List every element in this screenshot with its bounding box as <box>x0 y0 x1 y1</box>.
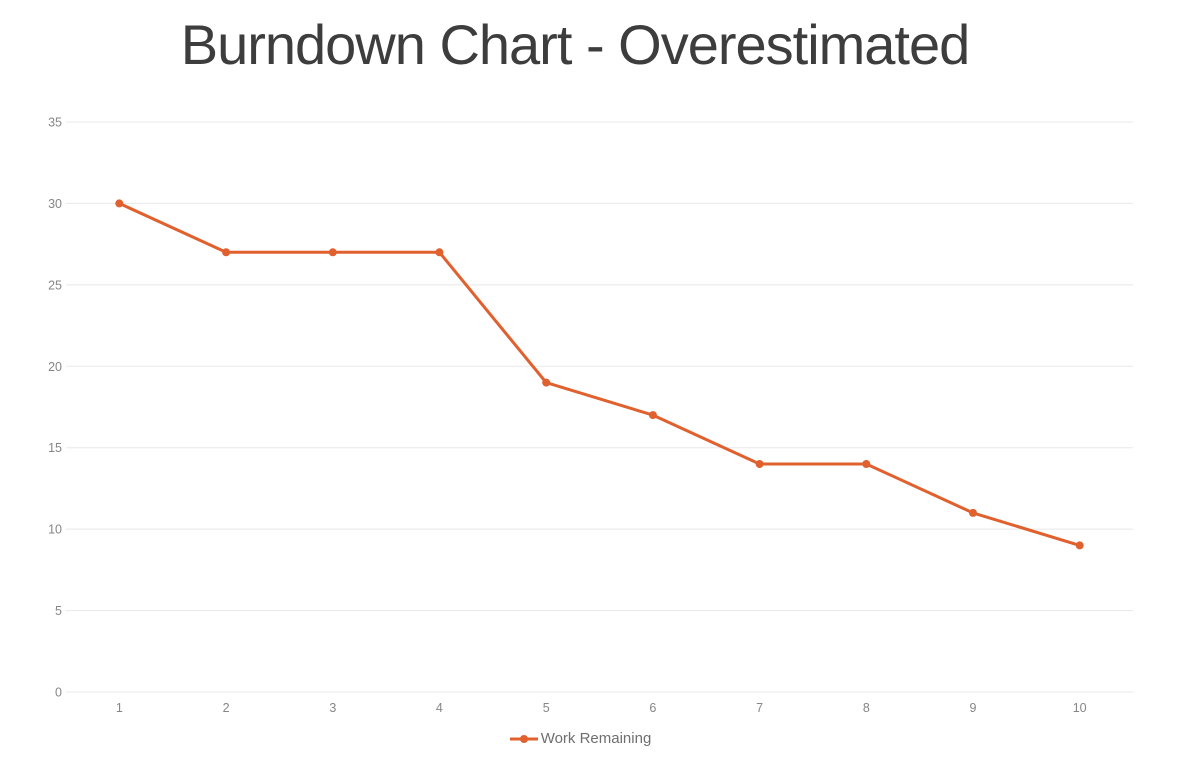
y-tick-label: 0 <box>55 686 62 700</box>
x-tick-label: 9 <box>970 701 977 715</box>
x-tick-label: 3 <box>329 701 336 715</box>
y-tick-label: 20 <box>48 360 62 374</box>
y-tick-label: 10 <box>48 523 62 537</box>
data-point-marker <box>542 378 551 387</box>
data-point-marker <box>115 199 124 208</box>
line-series-marker-icon <box>509 735 538 743</box>
data-point-marker <box>1075 541 1084 550</box>
gridlines <box>66 121 1133 693</box>
x-tick-label: 8 <box>863 701 870 715</box>
x-tick-label: 10 <box>1073 701 1087 715</box>
x-tick-label: 1 <box>116 701 123 715</box>
y-tick-label: 25 <box>48 278 62 292</box>
x-tick-label: 6 <box>649 701 656 715</box>
x-tick-label: 7 <box>756 701 763 715</box>
data-point-marker <box>755 460 764 468</box>
x-tick-label: 2 <box>223 701 230 715</box>
chart-title: Burndown Chart - Overestimated <box>180 13 971 76</box>
data-point-marker <box>328 248 337 257</box>
data-point-marker <box>648 411 657 420</box>
legend: Work Remaining <box>0 728 1160 750</box>
data-point-marker <box>435 248 444 257</box>
work-remaining-line <box>117 201 1082 547</box>
x-axis-labels: 1 2 3 4 5 6 7 8 9 10 <box>116 701 1087 715</box>
y-tick-label: 35 <box>48 116 62 130</box>
y-tick-label: 15 <box>48 441 62 455</box>
legend-label: Work Remaining <box>540 730 652 747</box>
series-group <box>115 199 1084 550</box>
data-point-marker <box>862 460 871 468</box>
x-tick-label: 4 <box>436 701 443 715</box>
data-point-marker <box>969 508 977 517</box>
y-tick-label: 5 <box>55 604 62 618</box>
y-axis-labels: 0 5 10 15 20 25 30 35 <box>48 116 62 700</box>
x-tick-label: 5 <box>543 701 550 715</box>
y-tick-label: 30 <box>48 197 62 211</box>
data-point-marker <box>222 248 231 257</box>
